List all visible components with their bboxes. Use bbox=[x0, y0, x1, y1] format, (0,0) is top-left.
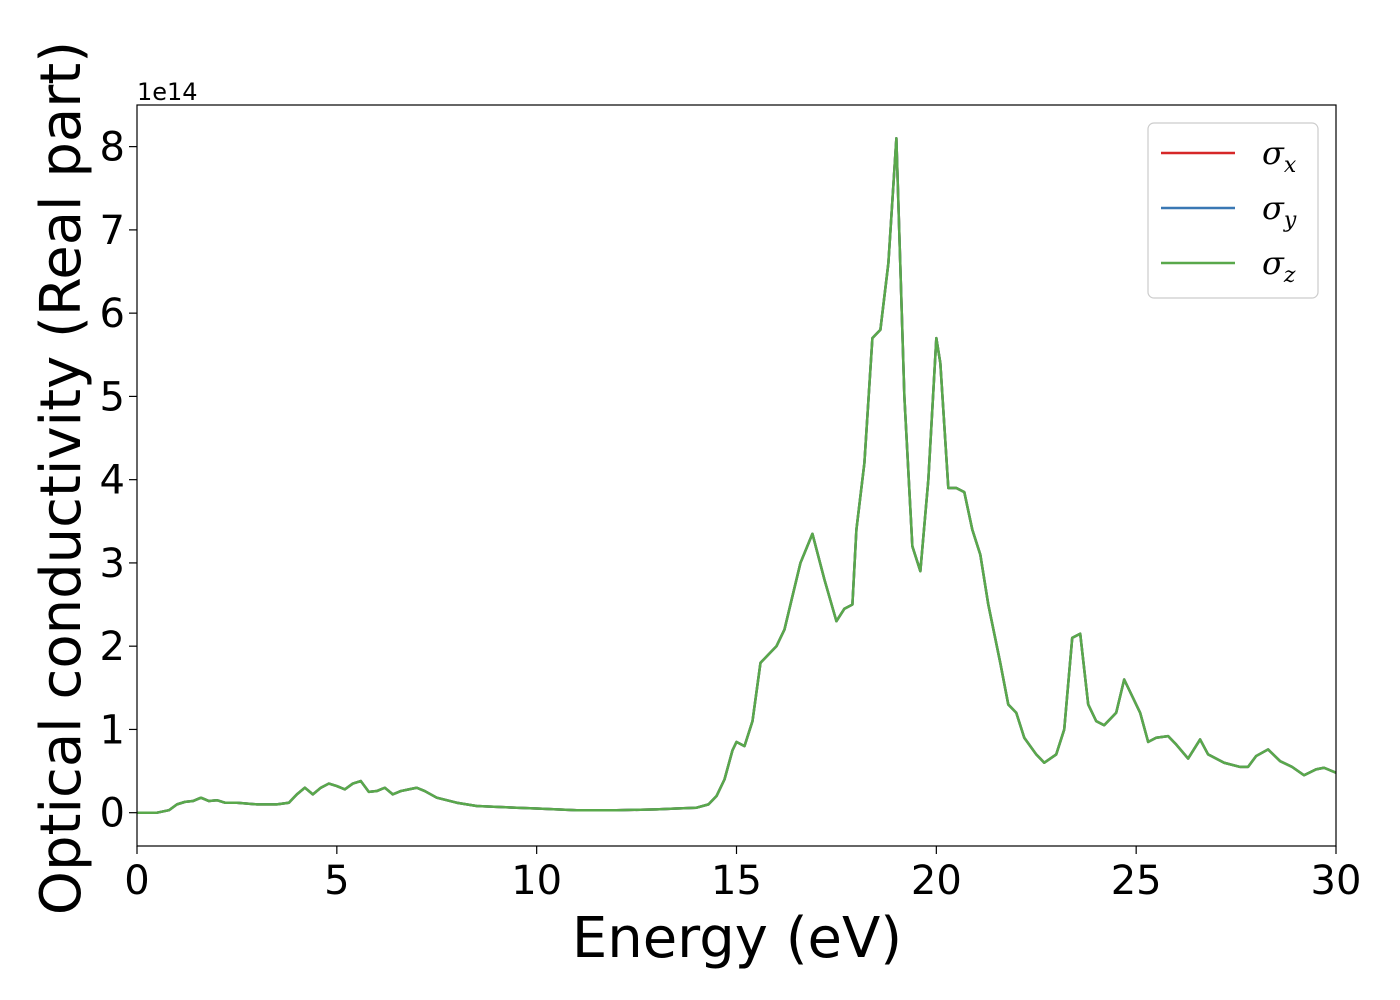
y-tick-label: 6 bbox=[100, 291, 125, 337]
legend-label-sigma-y: σy bbox=[1262, 189, 1297, 233]
y-tick-label: 0 bbox=[100, 791, 125, 837]
y-tick-label: 2 bbox=[100, 624, 125, 670]
x-tick-label: 30 bbox=[1311, 858, 1362, 904]
x-tick-label: 20 bbox=[911, 858, 962, 904]
y-tick-label: 3 bbox=[100, 541, 125, 587]
series-layer bbox=[137, 137, 1336, 814]
y-axis-offset-label: 1e14 bbox=[137, 78, 198, 106]
x-tick-label: 5 bbox=[324, 858, 349, 904]
legend-box bbox=[1147, 122, 1319, 299]
y-axis-label: Optical conductivity (Real part) bbox=[29, 41, 94, 915]
y-tick-label: 8 bbox=[100, 125, 125, 171]
x-tick-label: 15 bbox=[711, 858, 762, 904]
y-tick-label: 5 bbox=[100, 374, 125, 420]
y-tick-label: 7 bbox=[100, 208, 125, 254]
y-tick-label: 1 bbox=[100, 707, 125, 753]
series-line-sigma-z bbox=[137, 137, 1336, 814]
x-tick-label: 0 bbox=[124, 858, 149, 904]
x-tick-label: 25 bbox=[1111, 858, 1162, 904]
y-tick-label: 4 bbox=[100, 458, 125, 504]
x-axis-label: Energy (eV) bbox=[572, 906, 902, 971]
ticks-layer: 0 5 10 15 20 25 30 0 1 2 3 4 5 6 7 8 bbox=[100, 125, 1362, 904]
x-tick-label: 10 bbox=[511, 858, 562, 904]
